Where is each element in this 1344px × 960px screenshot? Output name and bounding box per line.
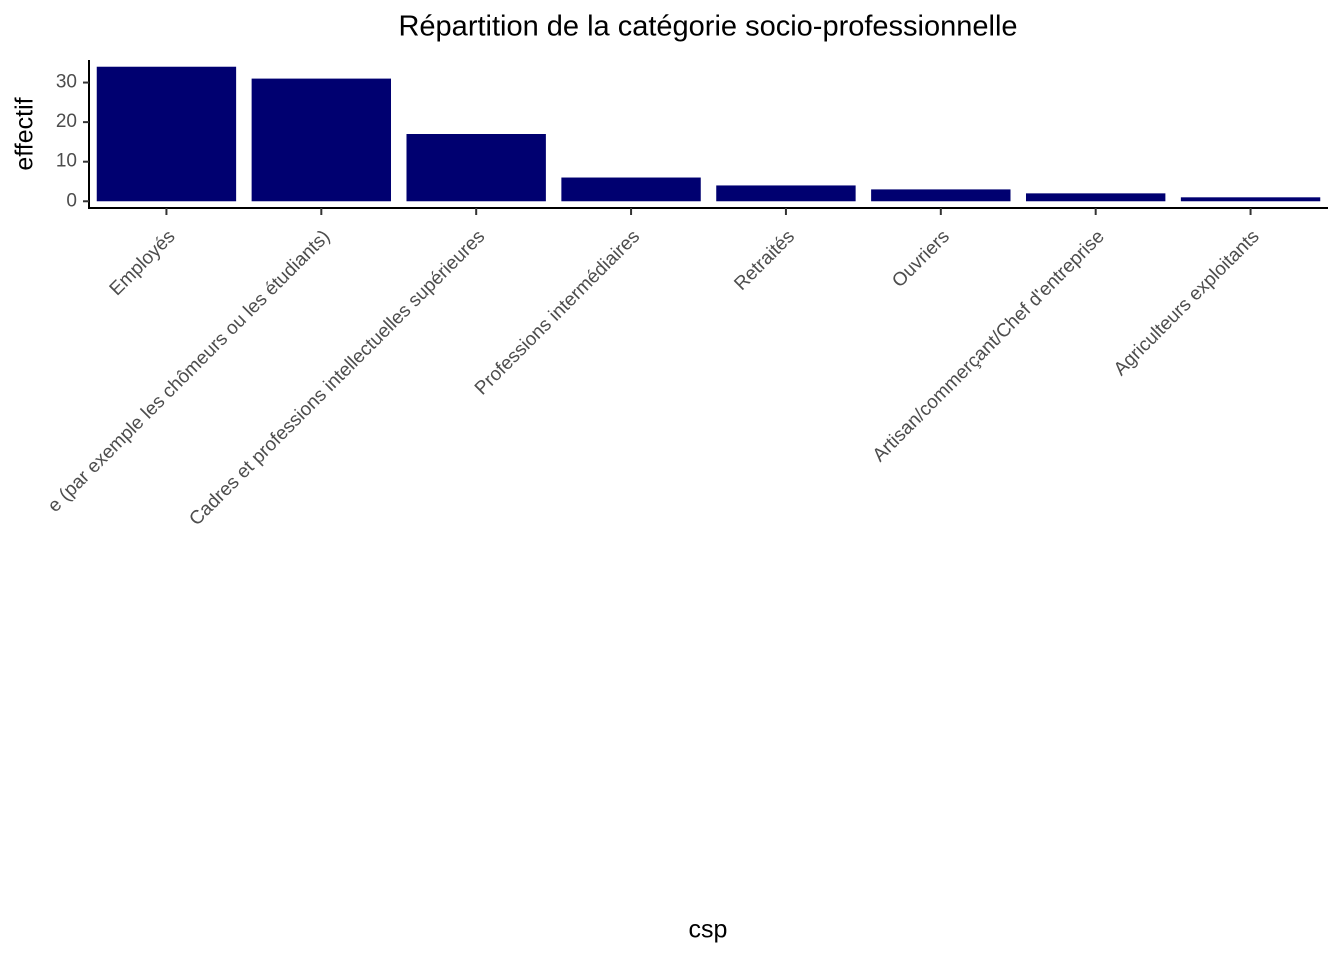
bar: [96, 66, 237, 202]
x-tick-label: Cadres et professions intellectuelles su…: [185, 226, 489, 530]
y-tick-label: 10: [56, 151, 77, 172]
y-tick-label: 30: [56, 72, 77, 93]
x-tick-label: Ouvriers: [888, 226, 954, 292]
bar: [251, 78, 392, 202]
bar: [406, 134, 546, 202]
x-tick-label: Agriculteurs exploitants: [1110, 226, 1264, 380]
y-tick-label: 20: [56, 111, 77, 132]
bar: [871, 189, 1011, 202]
y-tick-label: 0: [66, 190, 77, 211]
bar: [1180, 197, 1321, 202]
x-tick-label: e (par exemple les chômeurs ou les étudi…: [44, 226, 334, 516]
bar: [1025, 193, 1166, 202]
chart-title: Répartition de la catégorie socio-profes…: [398, 11, 1017, 43]
x-tick-label: Employés: [106, 226, 180, 300]
bar: [716, 185, 856, 202]
x-tick-label: Retraités: [730, 226, 799, 295]
x-axis-label: csp: [689, 916, 728, 944]
bar: [561, 177, 701, 202]
y-axis-label: effectif: [11, 97, 39, 170]
x-tick-label: Professions intermédiaires: [471, 226, 644, 399]
